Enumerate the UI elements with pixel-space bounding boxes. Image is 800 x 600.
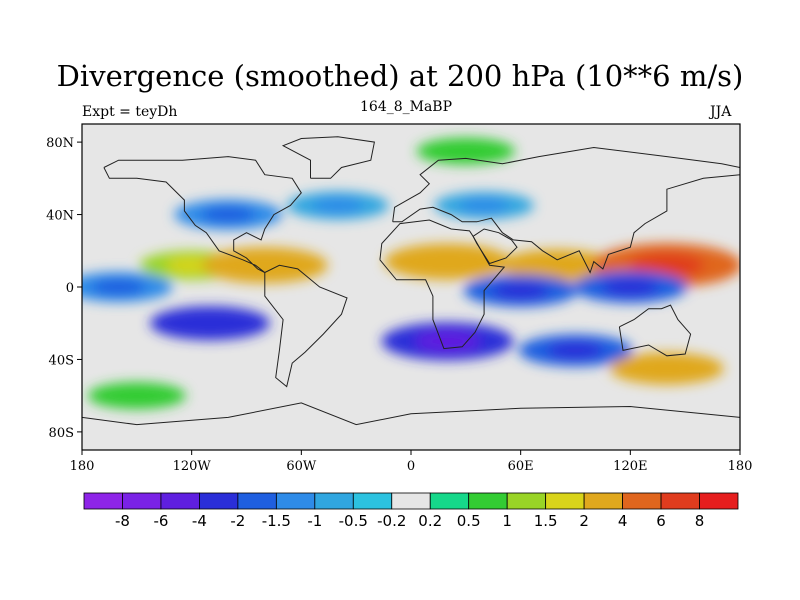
y-tick-label-3: 40S — [49, 353, 74, 368]
field-feature-core-9 — [414, 330, 481, 352]
x-axis: 180 120W 60W 0 60E 120E 180 — [70, 450, 753, 474]
x-tick-label-4: 60E — [508, 459, 534, 474]
colorbar-box-11 — [506, 492, 547, 510]
colorbar-label-12: 2 — [579, 512, 589, 530]
colorbar-box-13 — [583, 492, 623, 510]
y-tick-label-4: 80S — [49, 426, 74, 441]
field-feature-core-2 — [416, 251, 480, 272]
colorbar-label-15: 8 — [695, 512, 705, 530]
field-feature-core-10 — [547, 341, 604, 360]
colorbar-label-2: -4 — [192, 512, 207, 530]
colorbar-box-4 — [237, 492, 277, 510]
coastline-7 — [82, 402, 740, 426]
coastlines — [82, 136, 740, 426]
colorbar-box-3 — [199, 492, 239, 510]
x-tick-label-1: 120W — [173, 459, 212, 474]
field-feature-core-3 — [528, 256, 586, 275]
colorbar: -8 -6 -4 -2 -1.5 -1 -0.5 -0.2 0.2 0.5 1 1.5 2 4 6 8 — [83, 492, 739, 530]
colorbar-label-1: -6 — [153, 512, 168, 530]
y-tick-label-0: 80N — [46, 136, 74, 151]
colorbar-box-14 — [622, 492, 662, 510]
colorbar-box-15 — [660, 492, 700, 510]
colorbar-label-14: 6 — [656, 512, 666, 530]
field-feature-core-7 — [601, 278, 659, 296]
coastline-0 — [103, 156, 302, 273]
field-feature-core-15 — [112, 388, 162, 404]
coastline-4 — [472, 228, 518, 265]
field-feature-core-6 — [492, 281, 550, 300]
field-feature-core-11 — [201, 206, 256, 223]
colorbar-box-0 — [83, 492, 123, 510]
field-feature-core-12 — [312, 197, 364, 214]
colorbar-label-13: 4 — [618, 512, 628, 530]
colorbar-label-5: -1 — [307, 512, 322, 530]
field-feature-core-16 — [441, 143, 491, 159]
colorbar-label-6: -0.5 — [339, 512, 368, 530]
colorbar-box-2 — [160, 492, 200, 510]
colorbar-label-11: 1.5 — [534, 512, 558, 530]
x-tick-label-3: 0 — [407, 459, 415, 474]
colorbar-label-0: -8 — [115, 512, 130, 530]
coastline-3 — [379, 219, 506, 350]
divergence-field — [82, 137, 740, 410]
colorbar-label-8: 0.2 — [418, 512, 442, 530]
y-tick-label-2: 0 — [66, 281, 74, 296]
experiment-label: Expt = teyDh — [82, 104, 178, 120]
colorbar-label-10: 1 — [502, 512, 512, 530]
chart-title: Divergence (smoothed) at 200 hPa (10**6 … — [56, 59, 744, 93]
period-label: 164_8_MaBP — [360, 99, 453, 115]
x-tick-label-2: 60W — [286, 459, 317, 474]
coastline-2 — [392, 146, 740, 274]
y-tick-label-1: 40N — [46, 209, 74, 224]
coastline-6 — [281, 136, 375, 179]
field-feature-core-13 — [459, 198, 510, 213]
colorbar-box-1 — [122, 492, 162, 510]
x-tick-label-5: 120E — [613, 459, 647, 474]
field-feature-core-4 — [629, 253, 705, 278]
colorbar-box-7 — [352, 492, 393, 510]
y-axis: 80N 40N 0 40S 80S — [46, 136, 82, 441]
colorbar-box-9 — [429, 492, 470, 510]
colorbar-label-3: -2 — [230, 512, 245, 530]
colorbar-label-4: -1.5 — [262, 512, 291, 530]
colorbar-box-6 — [314, 492, 354, 510]
coastline-1 — [264, 264, 348, 388]
field-feature-core-8 — [179, 313, 240, 333]
colorbar-box-10 — [468, 492, 508, 510]
season-label: JJA — [710, 104, 732, 120]
field-feature-core-5 — [91, 278, 146, 296]
colorbar-box-5 — [275, 492, 316, 510]
coastline-5 — [618, 304, 692, 357]
colorbar-box-12 — [545, 492, 585, 510]
colorbar-label-9: 0.5 — [457, 512, 481, 530]
x-tick-label-6: 180 — [728, 459, 753, 474]
field-feature-core-14 — [638, 359, 696, 378]
colorbar-box-16 — [699, 492, 739, 510]
x-tick-label-0: 180 — [70, 459, 95, 474]
colorbar-label-7: -0.2 — [377, 512, 406, 530]
colorbar-box-8 — [391, 492, 431, 510]
